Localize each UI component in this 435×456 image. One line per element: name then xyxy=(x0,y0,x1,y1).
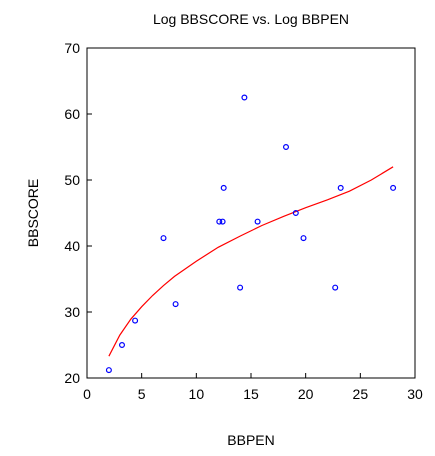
scatter-point xyxy=(283,144,290,151)
y-tick-label: 70 xyxy=(64,40,80,56)
y-tick-label: 60 xyxy=(64,106,80,122)
scatter-point xyxy=(241,94,248,101)
x-tick-label: 20 xyxy=(298,386,314,402)
scatter-point xyxy=(216,218,223,225)
scatter-point xyxy=(118,342,125,349)
x-tick-label: 25 xyxy=(353,386,369,402)
scatter-point xyxy=(337,184,344,191)
scatter-point xyxy=(132,317,139,324)
scatter-point xyxy=(172,301,179,308)
x-axis-label: BBPEN xyxy=(227,432,274,448)
series-layer xyxy=(105,94,397,374)
x-tick-label: 5 xyxy=(138,386,146,402)
y-tick-label: 40 xyxy=(64,238,80,254)
scatter-point xyxy=(390,184,397,191)
x-tick-label: 30 xyxy=(407,386,423,402)
x-tick-label: 10 xyxy=(189,386,205,402)
y-tick-label: 50 xyxy=(64,172,80,188)
scatter-point xyxy=(254,218,261,225)
scatter-point xyxy=(237,284,244,291)
scatter-point xyxy=(219,218,226,225)
scatter-point xyxy=(220,184,227,191)
y-axis-ticks: 20 30 40 50 60 70 xyxy=(64,40,92,386)
x-axis-ticks: 0 5 10 15 20 25 30 xyxy=(83,373,423,402)
plot-area-frame xyxy=(86,47,416,379)
scatter-point xyxy=(332,284,339,291)
y-tick-label: 30 xyxy=(64,304,80,320)
scatter-point xyxy=(292,210,299,217)
chart-title: Log BBSCORE vs. Log BBPEN xyxy=(153,11,349,27)
scatter-point xyxy=(160,235,167,242)
scatter-point xyxy=(105,367,112,374)
fitted-curve xyxy=(108,166,394,357)
y-tick-label: 20 xyxy=(64,370,80,386)
x-tick-label: 0 xyxy=(83,386,91,402)
y-axis-label: BBSCORE xyxy=(25,179,41,247)
scatter-point xyxy=(300,235,307,242)
x-tick-label: 15 xyxy=(243,386,259,402)
